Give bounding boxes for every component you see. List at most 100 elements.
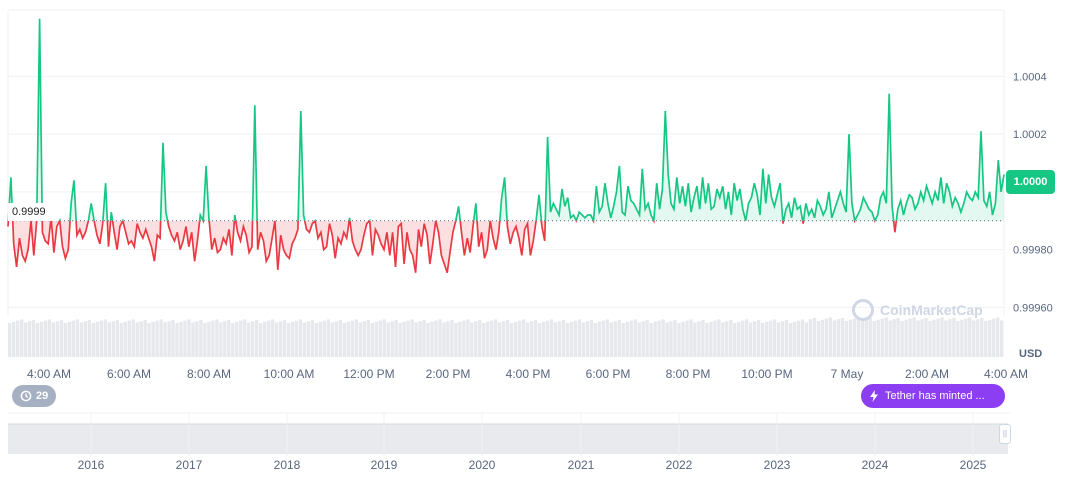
volume-bar xyxy=(422,320,426,357)
volume-bars xyxy=(8,317,1004,357)
volume-bar xyxy=(657,320,661,357)
volume-bar xyxy=(569,321,574,357)
navigator-year-label: 2016 xyxy=(78,458,105,472)
volume-bar xyxy=(267,320,271,357)
volume-bar xyxy=(462,320,466,357)
volume-bar xyxy=(115,320,119,357)
volume-bar xyxy=(510,323,514,357)
volume-bar xyxy=(529,321,534,357)
volume-bar xyxy=(653,321,657,357)
volume-bar xyxy=(410,319,414,357)
volume-bar xyxy=(426,323,430,357)
volume-bar xyxy=(932,319,936,357)
volume-bar xyxy=(924,318,928,357)
volume-bar xyxy=(693,322,697,357)
volume-bar xyxy=(119,323,123,357)
x-tick-label: 8:00 AM xyxy=(187,367,231,381)
volume-bar xyxy=(884,317,888,357)
volume-bar xyxy=(900,321,904,357)
volume-bar xyxy=(892,319,896,357)
volume-bar xyxy=(159,319,163,357)
volume-bar xyxy=(840,318,845,357)
volume-bar xyxy=(223,321,227,357)
volume-bar xyxy=(609,322,613,357)
volume-bar xyxy=(16,320,20,357)
volume-bar xyxy=(318,321,323,357)
volume-bar xyxy=(964,318,968,357)
volume-bar xyxy=(621,323,625,357)
volume-bar xyxy=(95,321,99,357)
navigator-range-handle[interactable]: || xyxy=(999,424,1011,444)
volume-bar xyxy=(358,322,362,357)
volume-bar xyxy=(514,321,518,357)
volume-bar xyxy=(243,319,247,357)
volume-bar xyxy=(820,319,825,357)
events-count: 29 xyxy=(36,390,49,402)
current-price-badge: 1.0000 xyxy=(1006,170,1055,194)
volume-bar xyxy=(637,322,641,357)
volume-bar xyxy=(788,323,793,357)
coinmarketcap-watermark: CoinMarketCap xyxy=(852,299,983,321)
volume-bar xyxy=(227,320,231,357)
volume-bar xyxy=(143,320,147,357)
x-tick-label: 10:00 AM xyxy=(264,367,315,381)
volume-bar xyxy=(649,323,653,357)
volume-bar xyxy=(709,321,713,357)
events-badge[interactable]: 29 xyxy=(12,385,57,407)
volume-bar xyxy=(864,319,868,357)
volume-bar xyxy=(478,320,482,357)
volume-bar xyxy=(502,321,506,357)
volume-bar xyxy=(330,322,335,357)
volume-bar xyxy=(868,318,872,357)
volume-bar xyxy=(75,319,80,357)
volume-bar xyxy=(721,322,725,357)
volume-bar xyxy=(251,321,255,357)
news-event-badge[interactable]: Tether has minted ... xyxy=(861,384,1005,408)
navigator-year-label: 2021 xyxy=(568,458,595,472)
x-tick-label: 2:00 PM xyxy=(426,367,471,381)
volume-bar xyxy=(35,323,40,357)
volume-bar xyxy=(749,322,753,357)
volume-bar xyxy=(454,323,458,357)
volume-bar xyxy=(896,318,900,357)
volume-bar xyxy=(139,321,143,357)
volume-bar xyxy=(155,320,159,357)
volume-bar xyxy=(772,319,777,357)
volume-bar xyxy=(940,317,944,357)
volume-bar xyxy=(370,323,374,357)
volume-bar xyxy=(525,322,530,357)
volume-bar xyxy=(338,320,343,357)
volume-bar xyxy=(270,319,275,357)
volume-bar xyxy=(87,320,92,357)
volume-bar xyxy=(617,320,621,357)
volume-bar xyxy=(541,321,546,357)
volume-bar xyxy=(904,319,908,357)
x-tick-label: 2:00 AM xyxy=(905,367,949,381)
volume-bar xyxy=(123,321,127,357)
volume-bar xyxy=(362,321,366,357)
volume-bar xyxy=(888,320,892,357)
volume-bar xyxy=(844,321,848,357)
volume-bar xyxy=(191,322,195,357)
volume-bar xyxy=(414,322,418,357)
volume-bar xyxy=(231,323,235,357)
news-label: Tether has minted ... xyxy=(885,390,985,402)
volume-bar xyxy=(737,321,741,357)
volume-bar xyxy=(274,322,279,357)
clock-icon xyxy=(20,390,32,402)
volume-bar xyxy=(438,319,442,357)
volume-bar xyxy=(278,321,283,357)
volume-bar xyxy=(972,320,976,357)
volume-bar xyxy=(980,318,984,357)
volume-bar xyxy=(960,319,964,357)
navigator-year-label: 2017 xyxy=(176,458,203,472)
y-tick-label: 1.0002 xyxy=(1013,129,1047,141)
volume-bar xyxy=(573,320,578,357)
volume-bar xyxy=(374,321,378,357)
volume-bar xyxy=(824,318,829,357)
volume-bar xyxy=(334,321,339,357)
volume-bar xyxy=(629,320,633,357)
volume-bar xyxy=(247,322,251,357)
volume-bar xyxy=(537,323,542,357)
